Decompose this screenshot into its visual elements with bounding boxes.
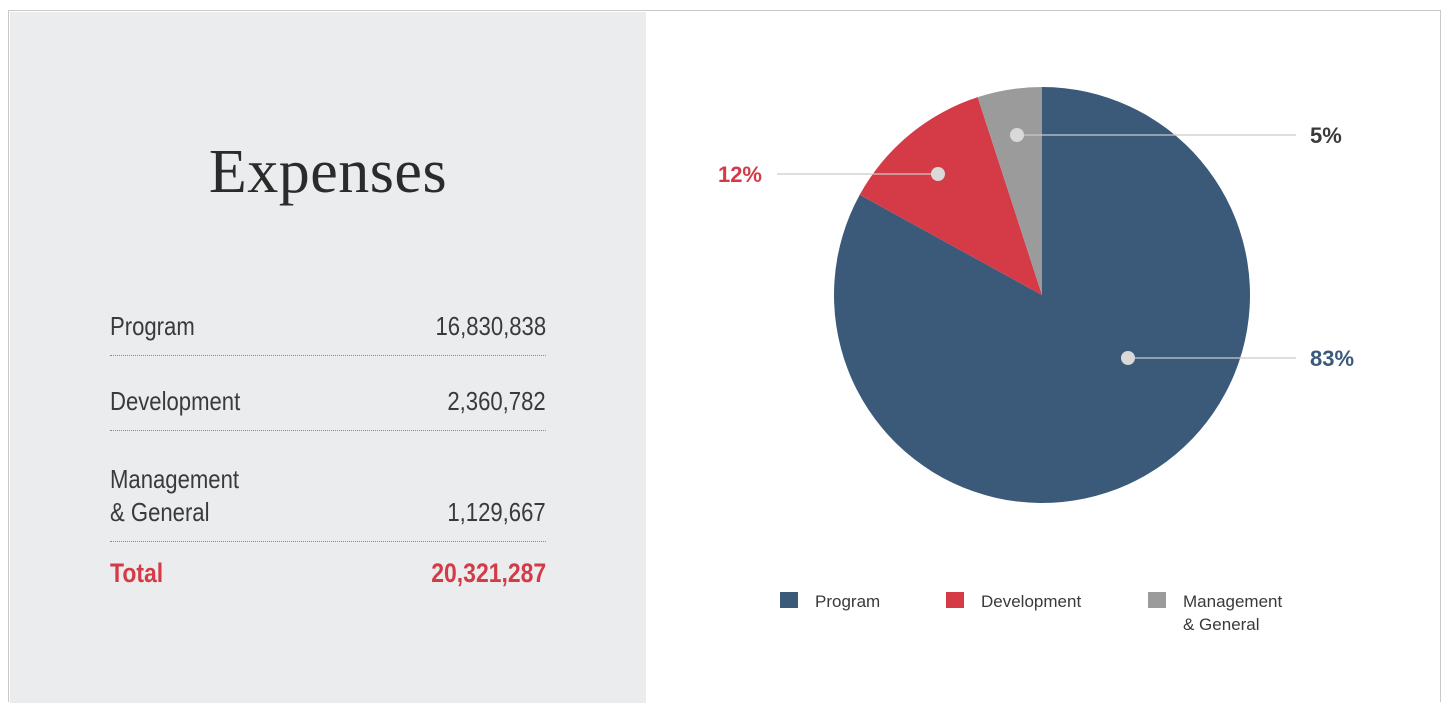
leader-dot: [931, 167, 945, 181]
table-row-management: Management & General 1,129,667: [110, 430, 546, 542]
row-label-line2: & General: [110, 497, 210, 527]
row-label-line1: Management: [110, 464, 240, 494]
row-value: 1,129,667: [447, 497, 546, 527]
table-row-program: Program 16,830,838: [110, 277, 546, 356]
legend-swatch: [946, 592, 964, 608]
pie-slice-management-general: [977, 87, 1042, 295]
data-label-program: 83%: [1310, 346, 1354, 371]
total-row: Total 20,321,287: [110, 558, 546, 598]
row-label: Development: [110, 386, 241, 416]
legend-label: Development: [981, 592, 1081, 611]
row-label: Program: [110, 311, 195, 341]
legend-swatch: [1148, 592, 1166, 608]
table-row-development: Development 2,360,782: [110, 355, 546, 431]
legend-swatch: [780, 592, 798, 608]
leader-dot: [1121, 351, 1135, 365]
row-value: 16,830,838: [435, 311, 546, 341]
leader-dot: [1010, 128, 1024, 142]
legend-label: Management: [1183, 592, 1283, 611]
total-value: 20,321,287: [431, 558, 546, 588]
data-label-development: 12%: [718, 162, 762, 187]
data-label-management-general: 5%: [1310, 123, 1342, 148]
total-label: Total: [110, 558, 164, 588]
row-value: 2,360,782: [447, 386, 546, 416]
legend-label: Program: [815, 592, 880, 611]
report-frame: Expenses Program 16,830,838 Development …: [8, 10, 1441, 703]
pie-slice-development: [859, 97, 1042, 296]
legend-label-line2: & General: [1183, 615, 1260, 634]
page-title: Expenses: [208, 138, 448, 206]
expenses-table-panel: Expenses Program 16,830,838 Development …: [10, 12, 646, 703]
